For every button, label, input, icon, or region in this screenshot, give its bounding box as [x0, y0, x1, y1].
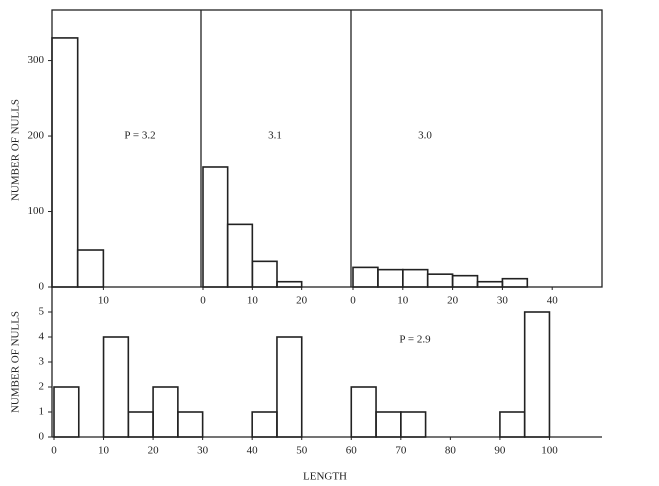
- y-tick-label: 1: [39, 406, 45, 418]
- histogram-bar: [499, 411, 526, 438]
- histogram-bar: [426, 273, 454, 288]
- x-tick-label: 0: [51, 445, 57, 457]
- y-tick-label: 4: [39, 331, 45, 343]
- panel-title: P = 2.9: [399, 334, 431, 346]
- panel-title: 3.1: [268, 130, 282, 142]
- y-tick-label: 0: [39, 281, 45, 293]
- x-tick-label: 60: [346, 445, 358, 457]
- x-axis-label: LENGTH: [303, 471, 347, 483]
- x-tick-label: 20: [447, 295, 459, 307]
- x-tick-label: 100: [541, 445, 558, 457]
- panel-title: 3.0: [418, 130, 432, 142]
- x-tick-label: 10: [98, 445, 110, 457]
- y-tick-label: 5: [39, 306, 45, 318]
- histogram-bar: [177, 411, 204, 438]
- x-tick-label: 90: [494, 445, 506, 457]
- histogram-bar: [523, 311, 551, 438]
- y-axis-label: NUMBER OF NULLS: [10, 99, 22, 201]
- y-tick-label: 0: [39, 431, 45, 443]
- x-tick-label: 10: [247, 295, 259, 307]
- histogram-bar: [202, 166, 229, 288]
- x-tick-label: 50: [296, 445, 308, 457]
- y-tick-label: 3: [39, 356, 45, 368]
- histogram-bar: [377, 268, 404, 288]
- histogram-bar: [51, 37, 79, 288]
- histogram-bar: [276, 336, 303, 438]
- x-tick-label: 80: [445, 445, 457, 457]
- histogram-bar: [76, 249, 105, 288]
- histogram-bar: [152, 386, 179, 438]
- histogram-bar: [451, 274, 479, 288]
- histogram-bar: [476, 280, 504, 288]
- x-tick-label: 20: [296, 295, 308, 307]
- histogram-bar: [501, 277, 529, 288]
- histogram-bar: [400, 411, 427, 438]
- x-tick-label: 10: [98, 295, 110, 307]
- histogram-bar: [350, 386, 377, 438]
- panel-title: P = 3.2: [124, 130, 155, 142]
- x-tick-label: 40: [247, 445, 259, 457]
- histogram-bar: [401, 268, 429, 288]
- y-tick-label: 100: [28, 205, 45, 217]
- histogram-bar: [102, 336, 130, 438]
- histogram-bar: [226, 223, 254, 288]
- top-frame: [51, 9, 603, 288]
- x-tick-label: 10: [397, 295, 409, 307]
- x-tick-label: 70: [395, 445, 407, 457]
- histogram-bar: [127, 411, 154, 438]
- y-tick-label: 300: [28, 54, 45, 66]
- y-tick-label: 2: [39, 381, 45, 393]
- histogram-bar: [53, 386, 80, 438]
- x-tick-label: 40: [547, 295, 559, 307]
- x-tick-label: 30: [197, 445, 209, 457]
- histogram-bar: [251, 411, 278, 438]
- x-tick-label: 0: [200, 295, 206, 307]
- x-tick-label: 30: [497, 295, 509, 307]
- histogram-bar: [375, 411, 402, 438]
- x-tick-label: 0: [350, 295, 356, 307]
- histogram-bar: [251, 260, 278, 288]
- x-tick-label: 20: [148, 445, 160, 457]
- y-tick-label: 200: [28, 130, 45, 142]
- histogram-bar: [352, 266, 379, 288]
- histogram-bar: [276, 280, 303, 288]
- y-axis-label: NUMBER OF NULLS: [10, 311, 22, 413]
